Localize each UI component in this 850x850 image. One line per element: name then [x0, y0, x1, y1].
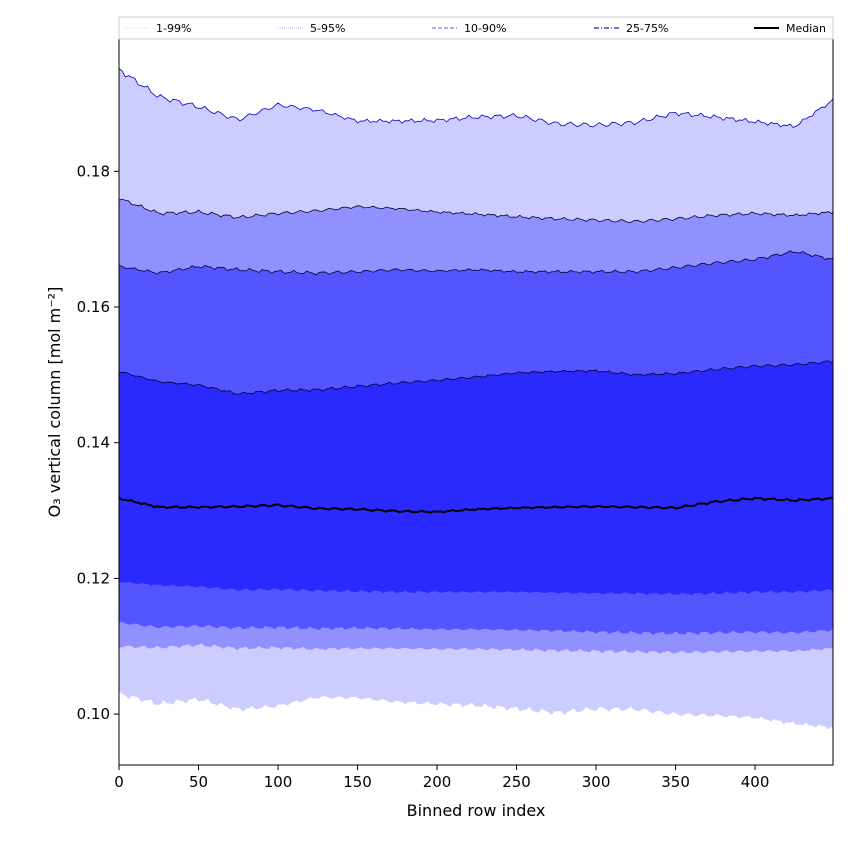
legend-label: 10-90% [464, 22, 506, 35]
x-tick-label: 150 [343, 773, 372, 791]
x-axis-label: Binned row index [407, 801, 546, 820]
legend-label: Median [786, 22, 826, 35]
y-tick-label: 0.18 [77, 162, 110, 180]
median-layer [118, 496, 834, 514]
y-tick-label: 0.14 [77, 434, 110, 452]
band-upper-edge-5-to-95 [118, 198, 834, 223]
x-tick-label: 400 [741, 773, 770, 791]
y-tick-label: 0.10 [77, 705, 110, 723]
x-tick-label: 0 [114, 773, 124, 791]
x-tick-label: 300 [582, 773, 611, 791]
bands-layer [119, 68, 833, 730]
x-tick-label: 200 [423, 773, 452, 791]
x-tick-label: 350 [661, 773, 690, 791]
x-tick-label: 100 [264, 773, 293, 791]
x-tick-label: 50 [189, 773, 208, 791]
band-upper-edge-10-to-90 [118, 250, 834, 276]
band-25-to-75 [119, 360, 833, 596]
band-edges-layer [118, 68, 834, 395]
legend-label: 5-95% [310, 22, 345, 35]
legend-label: 1-99% [156, 22, 191, 35]
y-tick-label: 0.16 [77, 298, 110, 316]
x-axis: 0 50 100 150 200 250 300 350 400 [114, 765, 769, 791]
legend-box [118, 16, 834, 40]
x-tick-label: 250 [502, 773, 531, 791]
y-tick-label: 0.12 [77, 569, 110, 587]
band-upper-edge-1-to-99 [118, 68, 834, 128]
median-line [118, 496, 834, 514]
band-upper-edge-25-to-75 [118, 360, 834, 395]
legend: 1-99% 5-95% 10-90% 25-75% Median [118, 16, 834, 40]
legend-label: 25-75% [626, 22, 668, 35]
y-axis-label: O₃ vertical column [mol m⁻²] [45, 287, 64, 518]
y-axis: 0.10 0.12 0.14 0.16 0.18 [77, 162, 119, 723]
